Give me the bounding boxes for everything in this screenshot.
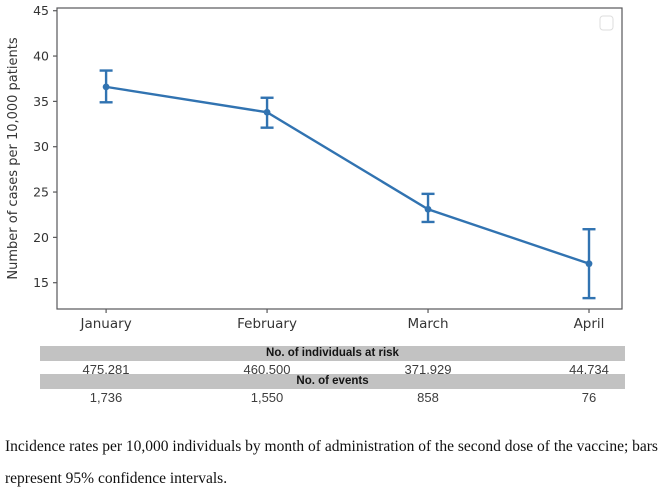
risk-tables: No. of individuals at risk 475,281 460,5… — [0, 344, 660, 414]
y-tick-label: 30 — [33, 139, 49, 154]
x-tick-label-march: March — [407, 316, 448, 332]
y-tick-label: 35 — [33, 94, 49, 109]
incidence-line — [104, 85, 591, 265]
data-point-april — [585, 260, 593, 268]
y-tick-label: 40 — [33, 49, 49, 64]
y-tick-label: 20 — [33, 230, 49, 245]
caption-line-1: Incidence rates per 10,000 individuals b… — [5, 438, 658, 455]
events-value-march: 858 — [417, 390, 439, 405]
at-risk-value-march: 371,929 — [404, 362, 452, 377]
y-tick-label: 25 — [33, 185, 49, 200]
x-tick-label-april: April — [574, 316, 605, 332]
data-point-january — [102, 83, 110, 91]
x-tick-label-january: January — [80, 316, 132, 332]
individuals-at-risk-header: No. of individuals at risk — [40, 346, 625, 361]
figure-caption: Incidence rates per 10,000 individuals b… — [5, 438, 660, 487]
caption-line-2: represent 95% confidence intervals. — [5, 470, 228, 488]
events-header-label: No. of events — [296, 375, 369, 387]
y-tick-label: 45 — [33, 3, 49, 18]
at-risk-value-february: 460,500 — [243, 362, 291, 377]
chart-svg: 45 40 35 30 25 20 15 January February March April N… — [6, 3, 623, 332]
events-value-february: 1,550 — [250, 390, 284, 405]
events-value-january: 1,736 — [89, 390, 123, 405]
x-tick-label-february: February — [237, 316, 297, 332]
incidence-chart: 45 40 35 30 25 20 15 January February March April N… — [6, 3, 623, 332]
events-header: No. of events — [40, 374, 625, 389]
events-value-april: 76 — [581, 390, 597, 405]
plot-frame — [56, 7, 623, 310]
individuals-at-risk-header-label: No. of individuals at risk — [266, 347, 399, 359]
legend-box-empty — [599, 15, 614, 31]
data-point-february — [263, 108, 271, 116]
y-tick-label: 15 — [33, 275, 49, 290]
at-risk-value-january: 475,281 — [82, 362, 130, 377]
at-risk-value-april: 44,734 — [569, 362, 609, 377]
data-point-march — [424, 205, 432, 213]
y-axis-label: Number of cases per 10,000 patients — [6, 37, 21, 279]
